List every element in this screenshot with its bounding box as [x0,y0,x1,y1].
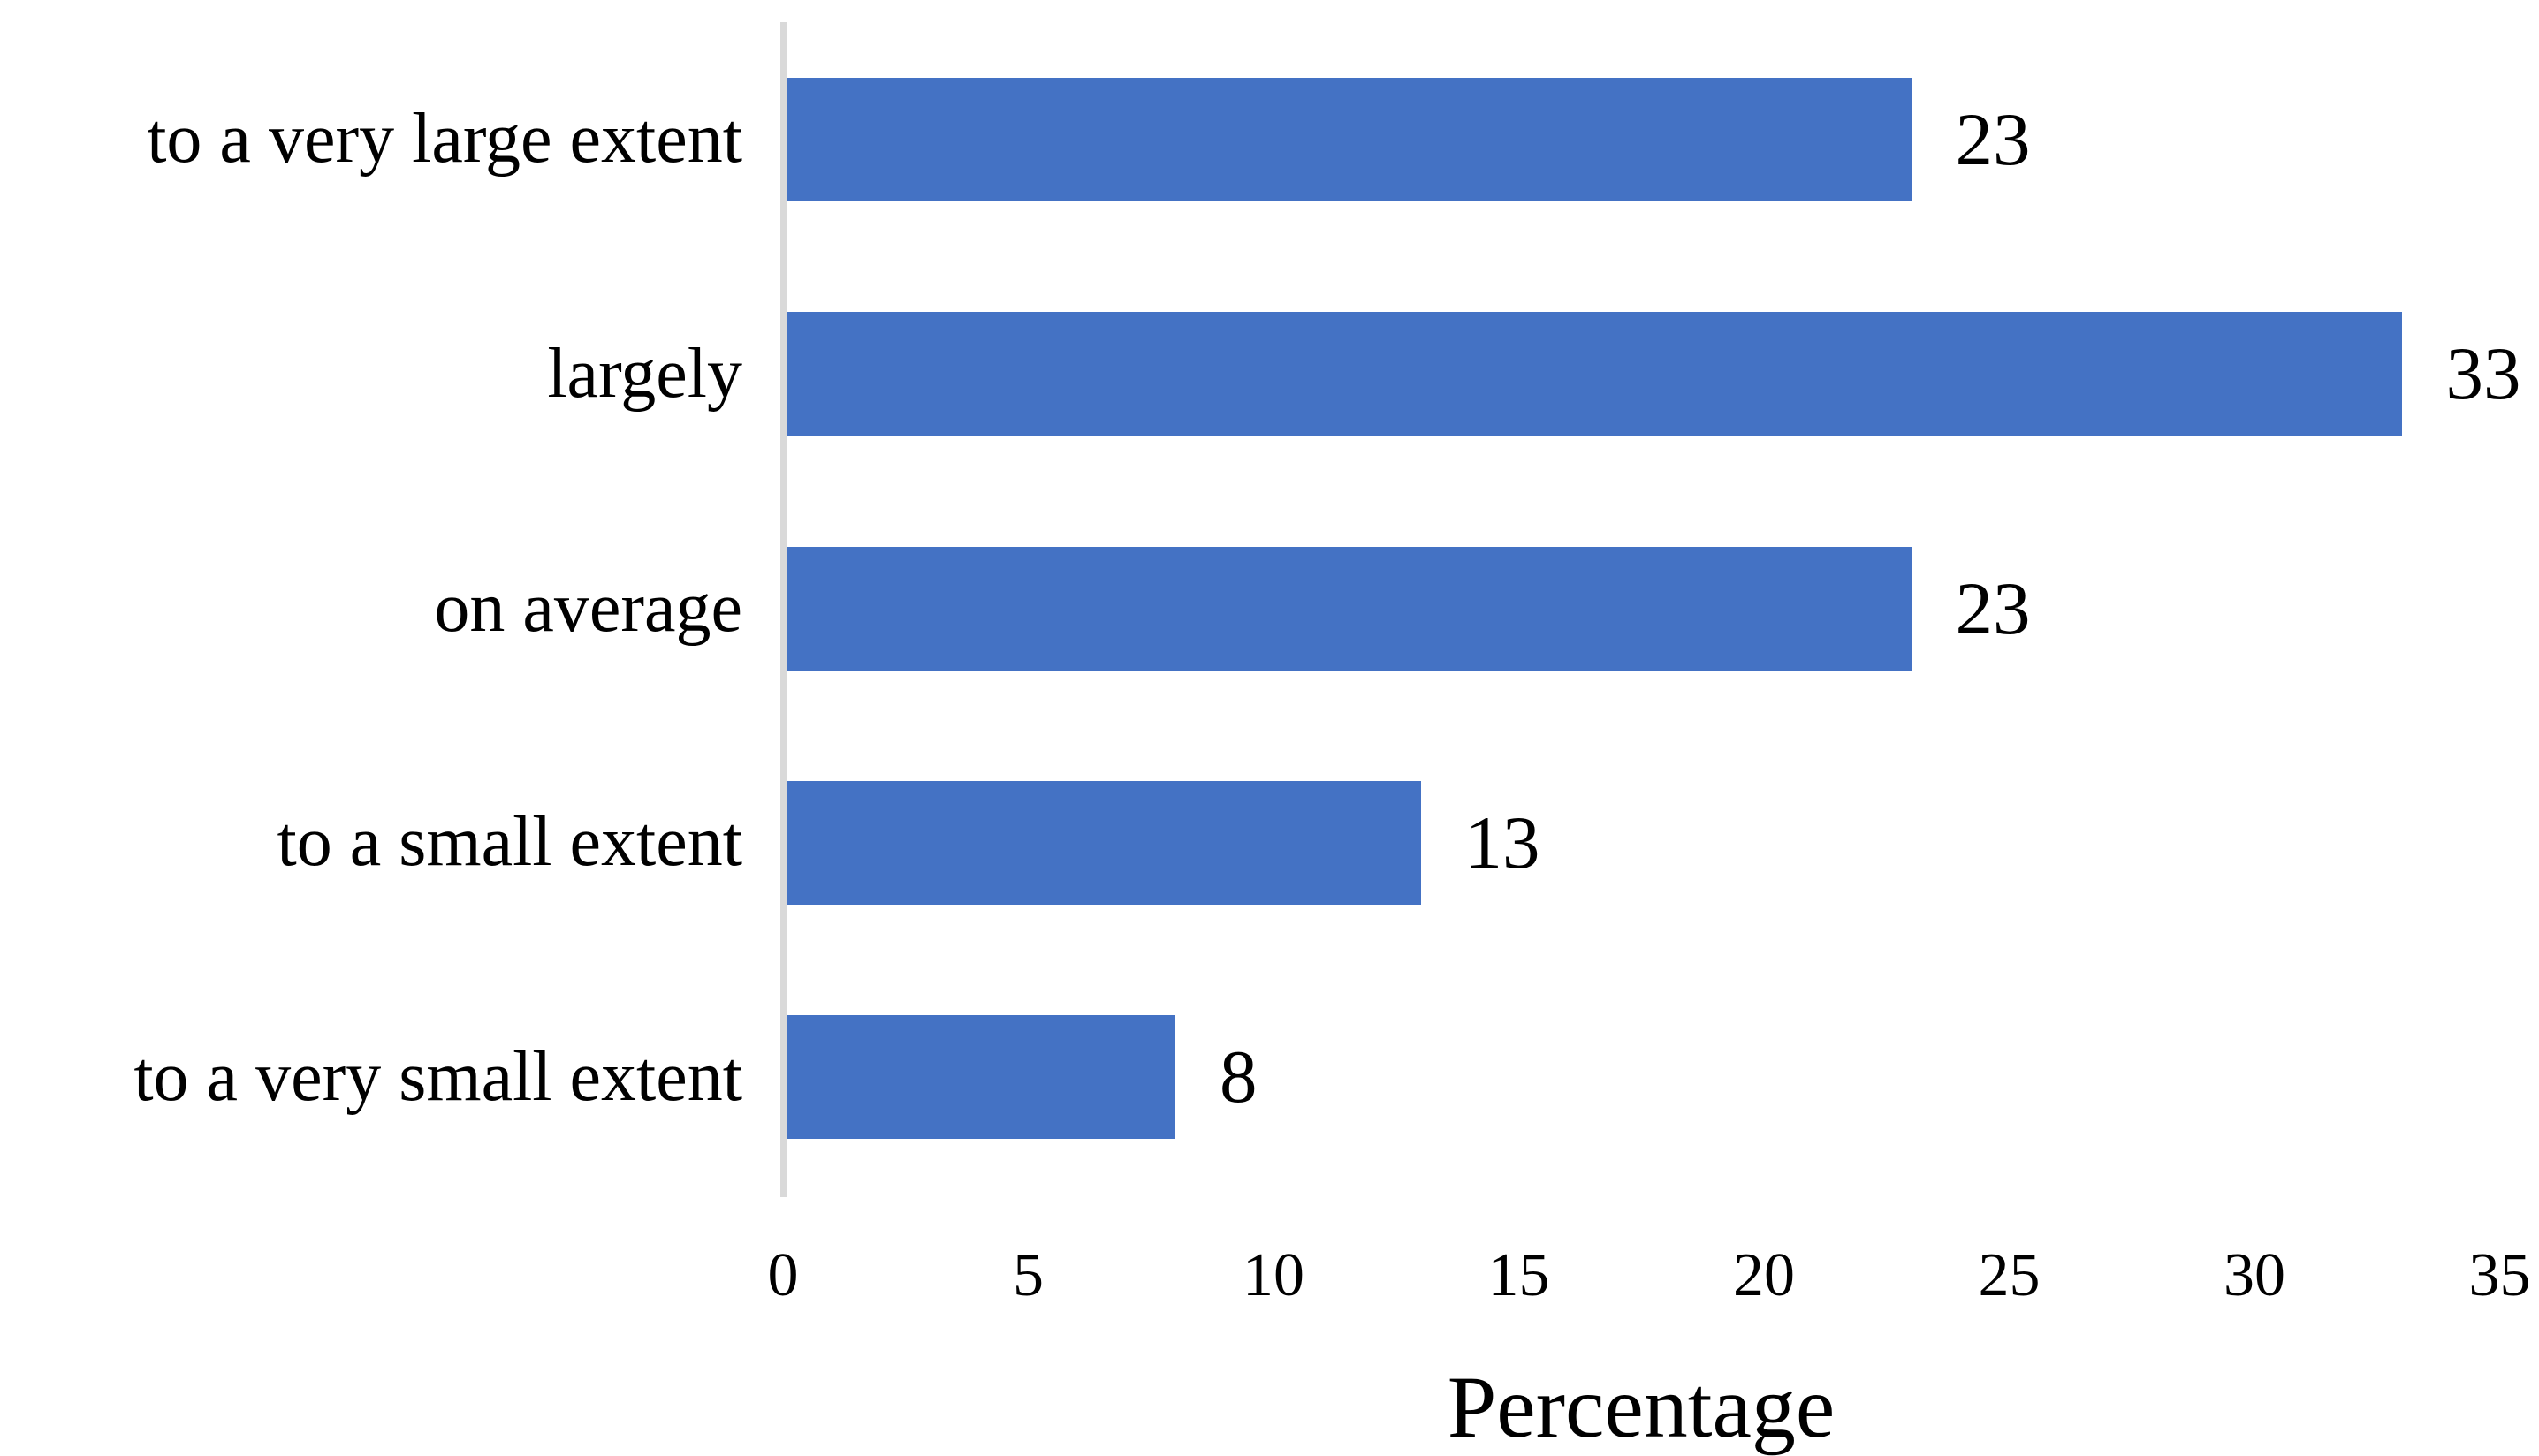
value-label: 23 [1955,566,2031,650]
value-label: 13 [1464,800,1540,884]
category-label: largely [547,334,742,413]
x-axis-title: Percentage [1447,1358,1836,1456]
x-tick-label: 30 [2224,1241,2285,1309]
value-label: 23 [1955,97,2031,181]
x-tick-label: 5 [1013,1241,1044,1309]
category-label: to a very small extent [133,1037,742,1116]
bar [787,1015,1175,1140]
y-axis-line [780,22,787,1197]
x-tick-label: 10 [1243,1241,1304,1309]
x-tick-label: 20 [1733,1241,1795,1309]
value-label: 8 [1220,1035,1258,1119]
value-label: 33 [2445,332,2521,416]
category-label: to a small extent [277,803,742,882]
x-tick-label: 25 [1978,1241,2041,1309]
x-tick-label: 0 [767,1241,799,1309]
category-label: on average [434,569,742,647]
x-tick-label: 15 [1487,1241,1550,1309]
bar [787,780,1421,905]
category-label: to a very large extent [147,100,742,178]
bar [787,77,1912,201]
bar [787,312,2402,436]
bar [787,546,1912,671]
x-tick-label: 35 [2468,1241,2531,1309]
